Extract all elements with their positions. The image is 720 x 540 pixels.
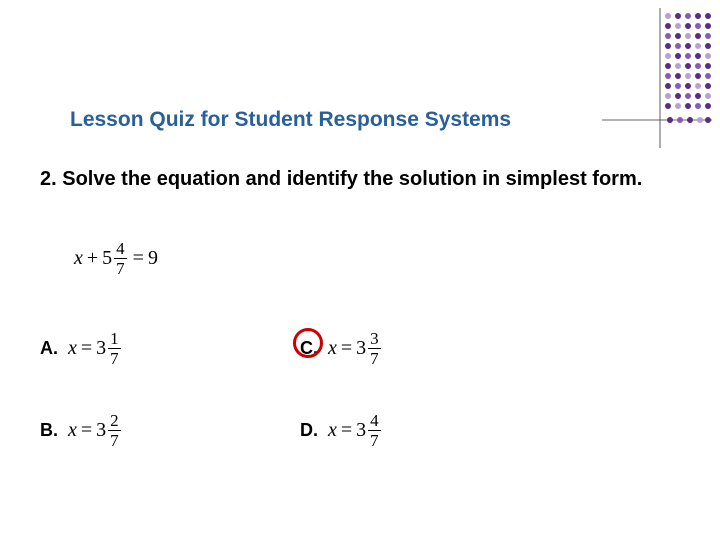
main-equation: x + 5 4 7 = 9 — [74, 240, 158, 277]
option-c-fraction: 3 7 — [368, 330, 381, 367]
option-d[interactable]: D. x = 3 4 7 — [300, 412, 383, 449]
corner-decoration — [602, 8, 712, 148]
correct-answer-circle-icon — [293, 328, 323, 358]
option-b-label: B. — [40, 420, 58, 441]
question-text: 2. Solve the equation and identify the s… — [40, 166, 680, 193]
option-b-fraction: 2 7 — [108, 412, 121, 449]
option-a-fraction: 1 7 — [108, 330, 121, 367]
option-b[interactable]: B. x = 3 2 7 — [40, 412, 123, 449]
eq-equals: = — [133, 247, 144, 270]
eq-var: x — [74, 247, 83, 270]
eq-plus: + — [87, 247, 98, 270]
option-d-label: D. — [300, 420, 318, 441]
eq-fraction: 4 7 — [114, 240, 127, 277]
eq-whole: 5 — [102, 247, 112, 270]
option-a[interactable]: A. x = 3 1 7 — [40, 330, 123, 367]
option-d-fraction: 4 7 — [368, 412, 381, 449]
option-a-label: A. — [40, 338, 58, 359]
slide-title: Lesson Quiz for Student Response Systems — [70, 108, 511, 132]
eq-rhs: 9 — [148, 247, 158, 270]
